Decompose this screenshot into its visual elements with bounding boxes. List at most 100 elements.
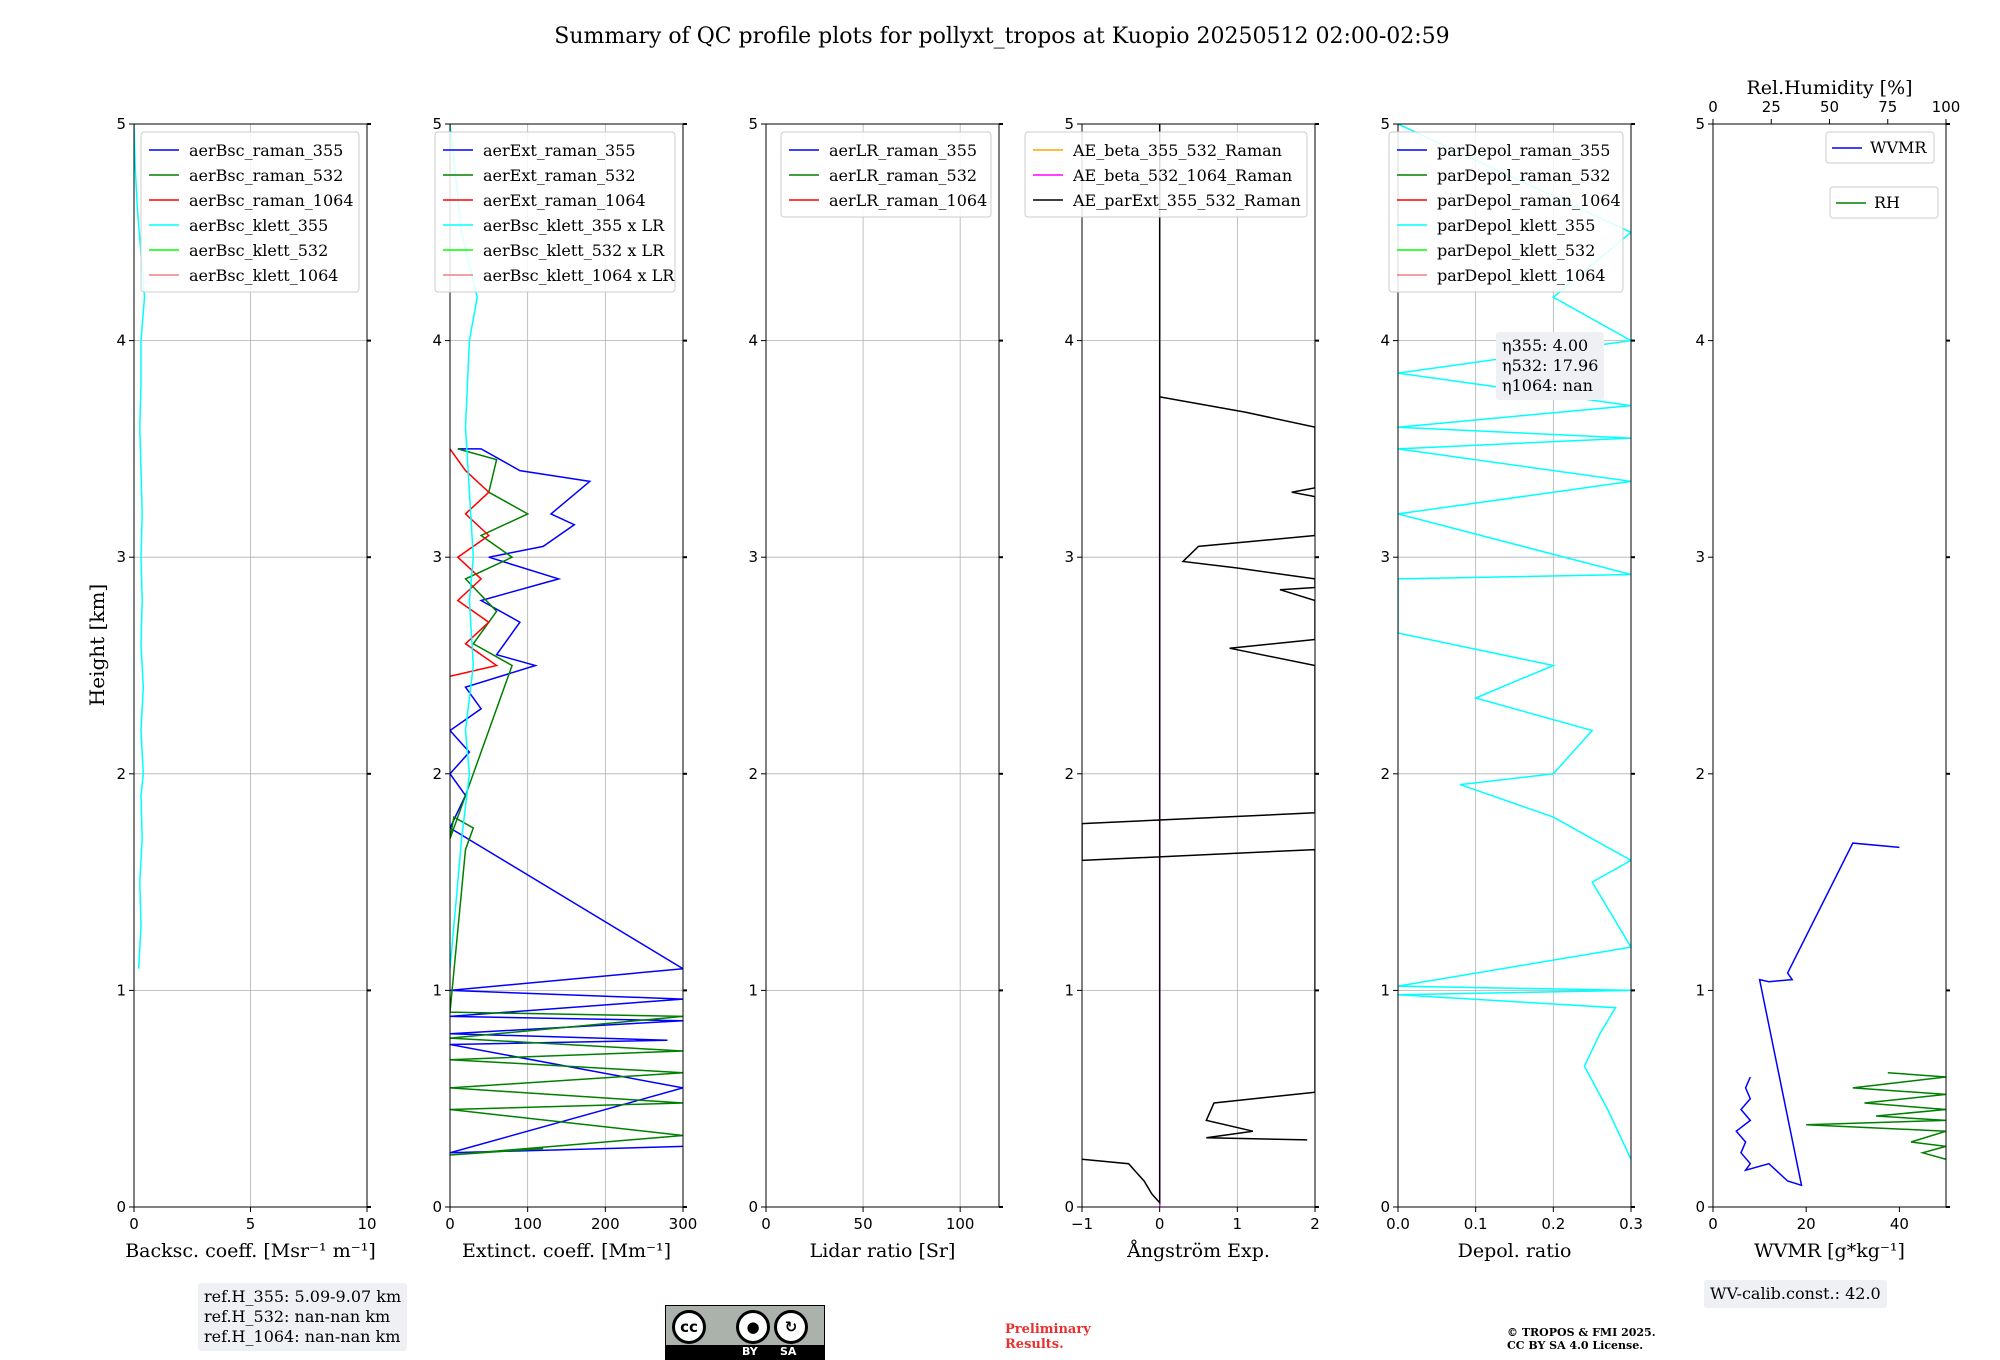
y-tick-label: 3 — [748, 548, 758, 566]
legend: aerBsc_raman_355 aerBsc_raman_532 aerBsc_r… — [140, 131, 360, 293]
legend-label: aerBsc_raman_355 — [189, 141, 343, 160]
eta-1064: η1064: nan — [1502, 376, 1593, 395]
y-tick-label: 0 — [1695, 1198, 1705, 1216]
attribution-icon: ● — [736, 1310, 770, 1344]
series-aerExt_raman_1064 — [450, 448, 499, 678]
y-tick-label: 5 — [1064, 115, 1074, 133]
license-by: BY — [742, 1345, 758, 1358]
y-tick-label: 2 — [1380, 765, 1390, 783]
x-tick-label: 1 — [1233, 1215, 1243, 1233]
x-axis-label: Lidar ratio [Sr] — [810, 1240, 956, 1262]
y-tick-label: 4 — [748, 332, 758, 350]
cc-logo-icon: cc — [672, 1310, 706, 1344]
copyright-line-2: CC BY SA 4.0 License. — [1507, 1339, 1644, 1352]
legend-label: parDepol_klett_532 — [1437, 241, 1595, 260]
legend-box — [434, 131, 676, 293]
legend-label: aerLR_raman_1064 — [829, 191, 987, 210]
legend-label: aerExt_raman_1064 — [483, 191, 646, 210]
x-tick-label: 0.2 — [1541, 1215, 1565, 1233]
eta-532: η532: 17.96 — [1502, 356, 1599, 375]
legend-box — [1825, 131, 1935, 164]
legend-label: RH — [1874, 193, 1900, 212]
legend-box — [1388, 131, 1624, 293]
y-tick-label: 2 — [1064, 765, 1074, 783]
axes-frame — [1081, 123, 1316, 1208]
series-group — [1082, 124, 1315, 1207]
x-tick-label: −1 — [1071, 1215, 1093, 1233]
share-alike-icon: ↻ — [774, 1310, 808, 1344]
license-sa: SA — [780, 1345, 797, 1358]
y-tick-label: 4 — [1064, 332, 1074, 350]
legend-label: AE_beta_355_532_Raman — [1072, 141, 1282, 160]
height-axis-label: Height [km] — [85, 584, 109, 706]
legend: aerExt_raman_355 aerExt_raman_532 aerExt_r… — [434, 131, 676, 293]
y-tick-label: 3 — [1064, 548, 1074, 566]
legend: WVMR RH — [1825, 131, 1939, 219]
cc-license-badge: cc ● ↻ BY SA — [665, 1305, 825, 1360]
y-tick-label: 4 — [1380, 332, 1390, 350]
legend: AE_beta_355_532_Raman AE_beta_532_1064_Ra… — [1024, 131, 1308, 218]
y-tick-label: 5 — [116, 115, 126, 133]
y-tick-label: 1 — [748, 981, 758, 999]
x-axis-label: Depol. ratio — [1458, 1240, 1572, 1262]
legend-box — [780, 131, 992, 218]
y-tick-label: 4 — [1695, 332, 1705, 350]
x-tick-label: 0 — [1155, 1215, 1165, 1233]
panel-6: 0 20 40 0 1 2 3 4 5 WVMR [g*kg⁻¹] 0 25 50 75 100 Rel.Hu… — [1695, 77, 1960, 1262]
ref-height-1064: ref.H_1064: nan-nan km — [204, 1327, 401, 1346]
x-tick-label: 20 — [1797, 1215, 1816, 1233]
y-tick-label: 2 — [116, 765, 126, 783]
series-group — [1735, 842, 1946, 1187]
series-RH — [1806, 1071, 1946, 1161]
legend-label: aerLR_raman_532 — [829, 166, 977, 185]
y-tick-label: 2 — [432, 765, 442, 783]
preliminary-line-1: Preliminary — [1005, 1322, 1091, 1337]
y-tick-label: 1 — [116, 981, 126, 999]
series-aerExt_raman_355 — [450, 448, 683, 1154]
x-tick-label: 40 — [1890, 1215, 1909, 1233]
preliminary-note: Preliminary Results. — [1005, 1322, 1145, 1352]
y-tick-label: 2 — [748, 765, 758, 783]
series-group — [1398, 124, 1631, 1160]
x-axis-label: Extinct. coeff. [Mm⁻¹] — [462, 1240, 671, 1262]
y-tick-label: 0 — [1064, 1198, 1074, 1216]
series-WVMR — [1735, 842, 1900, 1187]
series-aerExt_raman_532 — [450, 448, 683, 1156]
eta-values-box: η355: 4.00 η532: 17.96 η1064: nan — [1496, 332, 1605, 400]
legend-box — [140, 131, 360, 293]
axes-frame — [449, 123, 684, 1208]
x-axis-label: Backsc. coeff. [Msr⁻¹ m⁻¹] — [125, 1240, 376, 1262]
y-tick-label: 3 — [116, 548, 126, 566]
legend-label: WVMR — [1870, 138, 1927, 157]
x-tick-label: 0.3 — [1619, 1215, 1643, 1233]
x2-tick-label: 50 — [1820, 98, 1839, 116]
legend-label: parDepol_klett_355 — [1437, 216, 1595, 235]
ref-height-355: ref.H_355: 5.09-9.07 km — [204, 1287, 402, 1306]
y-tick-label: 1 — [1380, 981, 1390, 999]
x-tick-label: 0.0 — [1386, 1215, 1410, 1233]
ref-height-532: ref.H_532: nan-nan km — [204, 1307, 391, 1326]
axes-frame — [765, 123, 1000, 1208]
y-tick-label: 1 — [432, 981, 442, 999]
legend: parDepol_raman_355 parDepol_raman_532 parD… — [1388, 131, 1624, 293]
x-tick-label: 100 — [946, 1215, 975, 1233]
x2-tick-label: 25 — [1762, 98, 1781, 116]
license-strip: BY SA — [666, 1345, 824, 1359]
series-AE_parExt_355_532_Raman — [1082, 124, 1315, 1205]
x-axis-label: WVMR [g*kg⁻¹] — [1754, 1240, 1905, 1262]
axes-frame — [1397, 123, 1632, 1208]
x-tick-label: 0 — [445, 1215, 455, 1233]
y-tick-label: 0 — [748, 1198, 758, 1216]
panel-5: 0.0 0.1 0.2 0.3 0 1 2 3 4 5 Depol. ratio parDepol_r… — [1380, 115, 1642, 1262]
eta-355: η355: 4.00 — [1502, 336, 1589, 355]
x-tick-label: 2 — [1310, 1215, 1320, 1233]
y-tick-label: 5 — [1380, 115, 1390, 133]
x2-axis-label: Rel.Humidity [%] — [1746, 77, 1912, 99]
legend-label: parDepol_raman_355 — [1437, 141, 1610, 160]
x-tick-label: 100 — [513, 1215, 542, 1233]
legend-label: aerExt_raman_532 — [483, 166, 636, 185]
legend-label: aerBsc_raman_1064 — [189, 191, 354, 210]
